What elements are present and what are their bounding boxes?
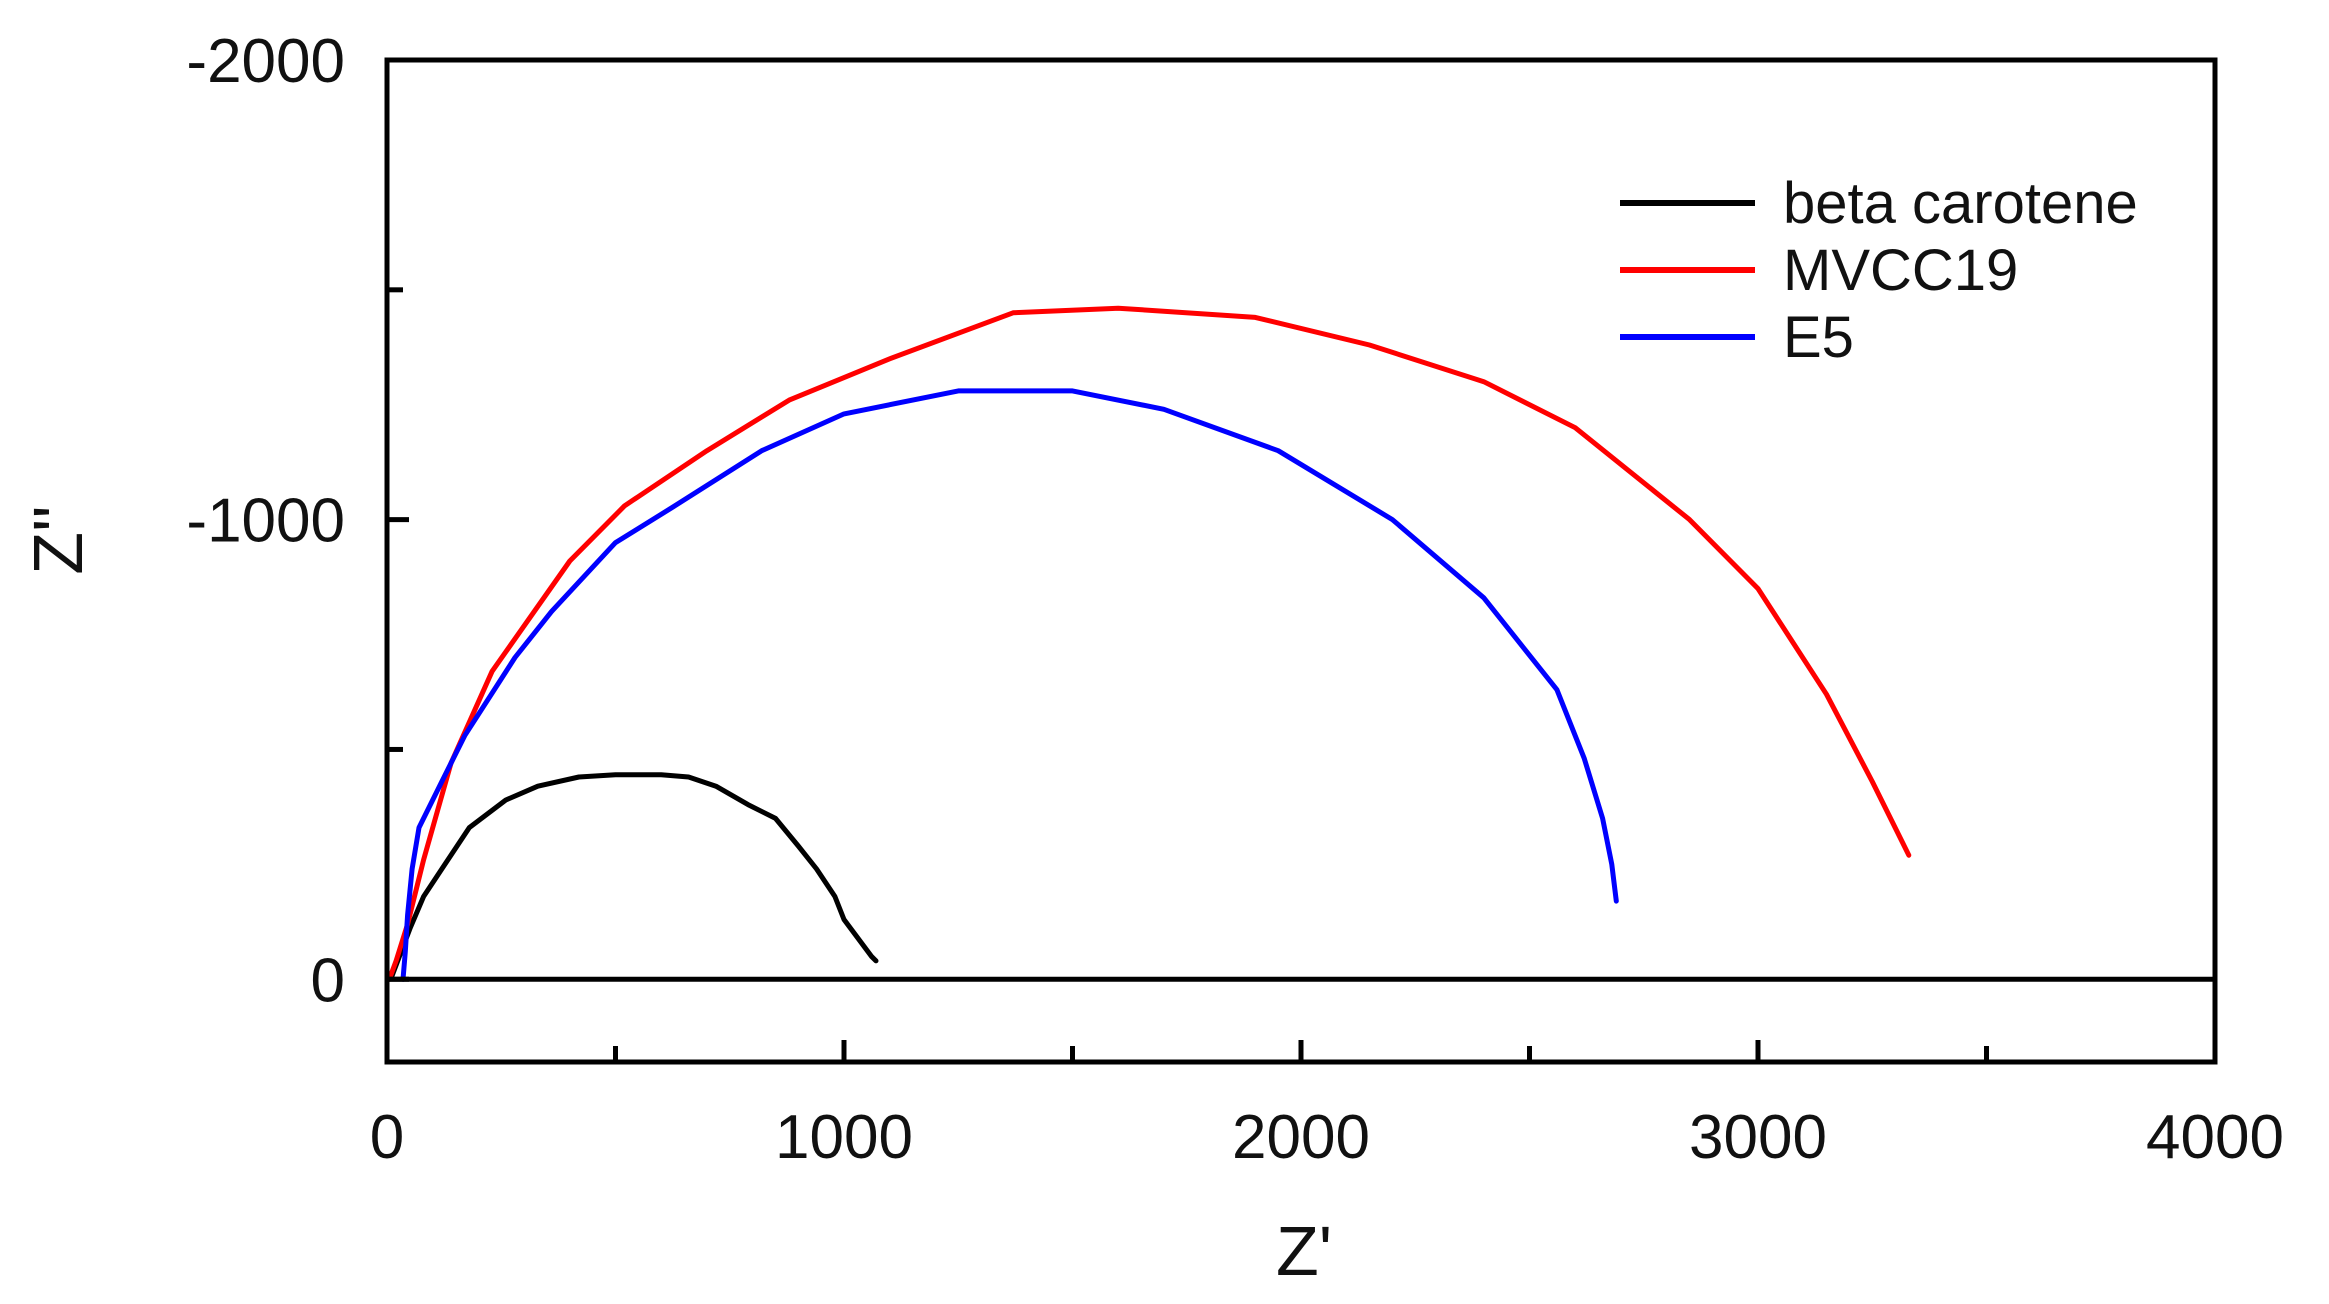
y-axis-ticks: -2000 -1000 0 (186, 27, 409, 1015)
x-axis-title: Z' (1276, 1212, 1332, 1290)
series-line-2 (386, 305, 1912, 982)
series-line-1 (389, 772, 879, 980)
series-line-3 (400, 388, 1619, 982)
y-tick-label: -2000 (186, 27, 345, 96)
y-tick-label: 0 (311, 946, 345, 1015)
y-axis-title: Z'' (19, 505, 97, 575)
x-tick-label: 0 (370, 1103, 404, 1172)
x-tick-label: 3000 (1689, 1103, 1827, 1172)
legend-label: E5 (1783, 305, 1854, 370)
x-tick-label: 2000 (1232, 1103, 1370, 1172)
x-tick-label: 1000 (775, 1103, 913, 1172)
x-axis-ticks: 0 1000 2000 3000 4000 (370, 1040, 2284, 1172)
x-tick-label: 4000 (2146, 1103, 2284, 1172)
legend-label: MVCC19 (1783, 238, 2018, 303)
y-tick-label: -1000 (186, 487, 345, 556)
legend-label: beta carotene (1783, 171, 2138, 236)
series-layer (386, 305, 1912, 982)
